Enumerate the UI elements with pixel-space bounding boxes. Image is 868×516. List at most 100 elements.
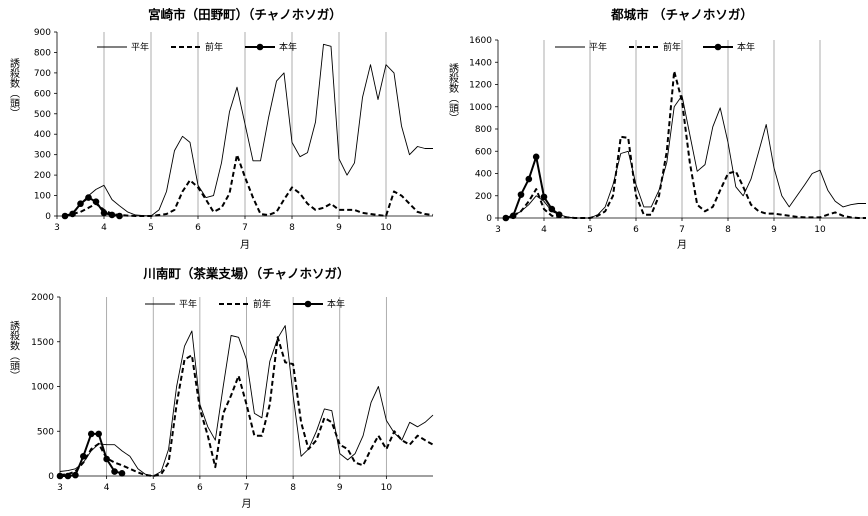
x-tick-label: 5	[150, 483, 156, 493]
x-tick-label: 7	[244, 483, 250, 493]
data-point-this-year	[69, 210, 76, 218]
data-point-this-year	[72, 471, 79, 479]
x-tick-label: 3	[495, 225, 501, 235]
chart-title: 都城市 （チャノホソガ）	[610, 7, 753, 22]
data-point-this-year	[92, 198, 100, 205]
data-point-this-year	[80, 453, 87, 460]
data-point-this-year	[111, 468, 118, 475]
data-point-this-year	[540, 193, 548, 201]
x-tick-label: 8	[289, 223, 295, 233]
series-line-normal-year	[59, 325, 434, 477]
legend-label: 前年	[663, 41, 681, 53]
data-point-this-year	[532, 153, 540, 161]
y-tick-label: 200	[475, 192, 492, 202]
x-tick-label: 7	[242, 223, 248, 233]
x-tick-label: 7	[679, 225, 685, 235]
x-tick-label: 4	[101, 223, 107, 233]
y-tick-label: 500	[37, 427, 54, 437]
x-tick-label: 6	[633, 225, 639, 235]
y-tick-label: 400	[475, 170, 492, 180]
y-axis-label: 誘殺数（頭）	[8, 319, 20, 380]
data-point-this-year	[61, 212, 69, 220]
series-line-previous-year	[59, 336, 434, 477]
y-tick-label: 800	[475, 125, 492, 135]
data-point-this-year	[118, 470, 126, 477]
legend-label: 前年	[253, 298, 271, 310]
chart-title: 宮崎市（田野町）（チャノホソガ）	[148, 7, 342, 22]
x-tick-label: 10	[814, 225, 826, 235]
y-tick-label: 1400	[469, 58, 492, 68]
data-point-this-year	[525, 175, 533, 183]
legend-label: 本年	[327, 298, 345, 310]
y-tick-label: 1600	[469, 36, 492, 46]
legend-marker	[304, 300, 312, 308]
data-point-this-year	[87, 430, 95, 438]
x-tick-label: 9	[337, 483, 343, 493]
y-tick-label: 1000	[469, 103, 492, 113]
y-tick-label: 0	[45, 212, 51, 222]
x-tick-label: 10	[380, 223, 392, 233]
chart-kawaminami: 川南町（茶業支場）（チャノホソガ） 0 500 1000 1500 2000 3 4 5 6 7 8 9…	[8, 266, 434, 510]
y-tick-label: 1000	[31, 383, 54, 393]
legend-label: 前年	[205, 41, 223, 53]
y-tick-label: 100	[34, 192, 51, 202]
y-tick-label: 1200	[469, 81, 492, 91]
chart-miyakonojo: 都城市 （チャノホソガ） 0 200 400 600 800 1000 1200 1400 160…	[447, 7, 866, 251]
data-point-this-year	[100, 209, 108, 217]
legend-label: 本年	[279, 41, 297, 53]
data-point-this-year	[85, 194, 92, 201]
x-axis-label: 月	[240, 239, 250, 251]
y-tick-label: 700	[34, 69, 51, 79]
x-axis-label: 月	[242, 498, 252, 510]
data-point-this-year	[509, 212, 517, 220]
data-point-this-year	[103, 455, 110, 463]
x-tick-label: 3	[54, 223, 60, 233]
x-tick-label: 3	[57, 483, 63, 493]
y-axis-label: 誘殺数（頭）	[8, 57, 20, 118]
y-tick-label: 200	[34, 171, 51, 181]
x-tick-label: 8	[290, 483, 296, 493]
legend-marker	[256, 43, 264, 51]
series-line-normal-year	[70, 43, 433, 217]
legend-label: 平年	[589, 41, 607, 53]
data-point-this-year	[108, 211, 116, 219]
x-tick-label: 8	[725, 225, 731, 235]
x-tick-label: 6	[195, 223, 201, 233]
data-point-this-year	[116, 212, 123, 220]
data-point-this-year	[95, 430, 102, 438]
y-tick-label: 400	[34, 130, 51, 140]
x-tick-label: 4	[104, 483, 110, 493]
y-tick-label: 2000	[31, 293, 54, 303]
y-tick-label: 800	[34, 48, 51, 58]
data-point-this-year	[517, 191, 525, 198]
y-tick-label: 300	[34, 151, 51, 161]
y-tick-label: 600	[34, 89, 51, 99]
y-tick-label: 600	[475, 147, 492, 157]
data-point-this-year	[555, 211, 563, 218]
legend-label: 平年	[179, 298, 197, 310]
y-tick-label: 1500	[31, 338, 54, 348]
chart-miyazaki: 宮崎市（田野町）（チャノホソガ） 0 100 200 300 400 500 600 700 80…	[8, 7, 434, 251]
series-line-normal-year	[505, 95, 866, 219]
legend-label: 平年	[131, 41, 149, 53]
data-point-this-year	[548, 205, 556, 213]
x-tick-label: 9	[336, 223, 342, 233]
data-point-this-year	[64, 472, 72, 480]
y-tick-label: 500	[34, 110, 51, 120]
y-tick-label: 900	[34, 28, 51, 38]
y-axis-label: 誘殺数（頭）	[447, 62, 459, 123]
y-tick-label: 0	[48, 472, 54, 482]
x-tick-label: 5	[148, 223, 154, 233]
x-tick-label: 9	[771, 225, 777, 235]
data-point-this-year	[56, 472, 64, 480]
data-point-this-year	[77, 200, 84, 208]
x-tick-label: 6	[197, 483, 203, 493]
x-tick-label: 10	[381, 483, 393, 493]
y-tick-label: 0	[486, 214, 492, 224]
legend-marker	[714, 43, 722, 51]
x-tick-label: 4	[541, 225, 547, 235]
series-line-previous-year	[505, 70, 866, 219]
chart-title: 川南町（茶業支場）（チャノホソガ）	[142, 266, 349, 281]
series-line-previous-year	[64, 153, 434, 217]
